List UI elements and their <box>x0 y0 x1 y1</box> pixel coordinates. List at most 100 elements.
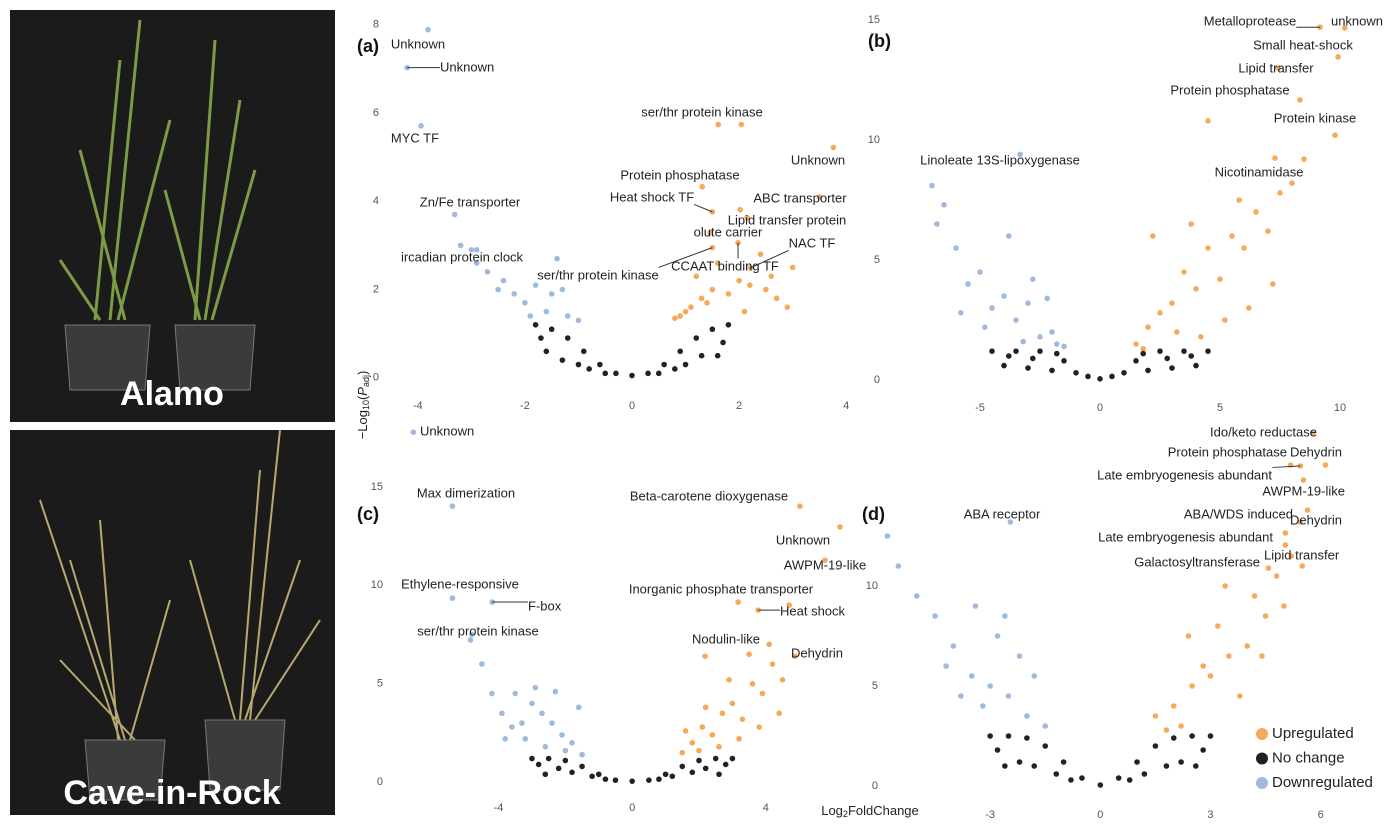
data-point <box>699 296 705 302</box>
annotated-point <box>425 27 431 33</box>
x-tick-label: -2 <box>520 400 530 412</box>
data-point <box>1054 341 1060 347</box>
annotation-label: Zn/Fe transporter <box>420 194 521 209</box>
data-point <box>700 724 706 730</box>
y-tick-label: 15 <box>371 481 383 493</box>
x-tick-label: 2 <box>736 400 742 412</box>
data-point <box>1281 603 1287 609</box>
x-tick-label: 0 <box>629 400 635 412</box>
data-point <box>1049 368 1055 374</box>
photo-label: Cave-in-Rock <box>63 774 280 812</box>
annotated-point <box>1266 565 1272 571</box>
data-point <box>1205 118 1211 124</box>
data-point <box>747 282 753 288</box>
x-tick-label: 0 <box>629 802 635 814</box>
data-point <box>1299 563 1305 569</box>
data-point <box>1061 759 1067 765</box>
data-point <box>533 322 539 328</box>
data-point <box>790 265 796 271</box>
data-point <box>738 122 744 128</box>
data-point <box>1097 376 1103 382</box>
annotation-label: Dehydrin <box>1290 444 1342 459</box>
annotated-point <box>1335 54 1341 60</box>
annotation-label: Late embryogenesis abundant <box>1097 467 1272 482</box>
data-point <box>576 362 582 368</box>
data-point <box>501 278 507 284</box>
data-point <box>730 756 736 762</box>
data-point <box>1208 733 1214 739</box>
data-point <box>768 273 774 279</box>
data-point <box>941 202 947 208</box>
data-point <box>1061 358 1067 364</box>
data-point <box>943 663 949 669</box>
data-point <box>586 366 592 372</box>
annotation-label: Nodulin-like <box>692 631 760 646</box>
annotation-label: AWPM-19-like <box>1262 483 1345 498</box>
annotation-label: ser/thr protein kinase <box>641 104 762 119</box>
data-point <box>1061 344 1067 350</box>
data-point <box>613 777 619 783</box>
data-point <box>1030 356 1036 362</box>
data-point <box>730 701 736 707</box>
data-point <box>1241 245 1247 251</box>
data-point <box>914 593 920 599</box>
x-tick-label: -4 <box>494 802 504 814</box>
data-point <box>1042 723 1048 729</box>
data-point <box>549 291 555 297</box>
data-point <box>529 756 535 762</box>
data-point <box>527 313 533 319</box>
data-point <box>1054 351 1060 357</box>
y-label-part: −Log <box>355 410 370 439</box>
data-point <box>756 724 762 730</box>
data-point <box>1153 713 1159 719</box>
data-point <box>1205 245 1211 251</box>
data-point <box>1164 727 1170 733</box>
y-tick-label: 8 <box>373 19 379 31</box>
data-point <box>499 710 505 716</box>
data-point <box>539 710 545 716</box>
data-point <box>1031 763 1037 769</box>
annotation-label: Galactosyltransferase <box>1134 554 1260 569</box>
legend-label: No change <box>1272 749 1345 766</box>
data-point <box>556 766 562 772</box>
data-point <box>543 744 549 750</box>
data-point <box>1013 348 1019 354</box>
photo-alamo: Alamo <box>10 10 335 422</box>
data-point <box>710 326 716 332</box>
data-point <box>683 728 689 734</box>
x-axis-label: Log2FoldChange <box>821 803 919 819</box>
legend-swatch <box>1256 728 1268 740</box>
data-point <box>544 348 550 354</box>
data-point <box>1246 305 1252 311</box>
annotation-label: Unknown <box>776 532 830 547</box>
data-point <box>1002 613 1008 619</box>
data-point <box>690 770 696 776</box>
data-point <box>704 300 710 306</box>
x-tick-label: 4 <box>763 802 769 814</box>
y-tick-label: 10 <box>866 580 878 592</box>
data-point <box>1024 735 1030 741</box>
data-point <box>458 243 464 249</box>
data-point <box>1253 209 1259 215</box>
x-tick-label: 0 <box>1097 402 1103 414</box>
annotated-point <box>1332 132 1338 138</box>
data-point <box>1189 683 1195 689</box>
data-point <box>758 251 764 257</box>
annotation-label: ABA/WDS induced <box>1184 506 1293 521</box>
data-point <box>750 681 756 687</box>
annotation-label: Unknown <box>791 152 845 167</box>
annotated-point <box>1272 155 1278 161</box>
data-point <box>656 776 662 782</box>
data-point <box>1127 777 1133 783</box>
annotation-label: MYC TF <box>391 130 439 145</box>
annotation-label: Unknown <box>420 423 474 438</box>
leader-line <box>694 204 712 211</box>
data-point <box>1140 346 1146 352</box>
data-point <box>763 287 769 293</box>
data-point <box>1270 281 1276 287</box>
y-tick-label: 10 <box>868 134 880 146</box>
data-point <box>683 309 689 315</box>
data-point <box>703 705 709 711</box>
annotation-label: Protein kinase <box>1274 110 1356 125</box>
